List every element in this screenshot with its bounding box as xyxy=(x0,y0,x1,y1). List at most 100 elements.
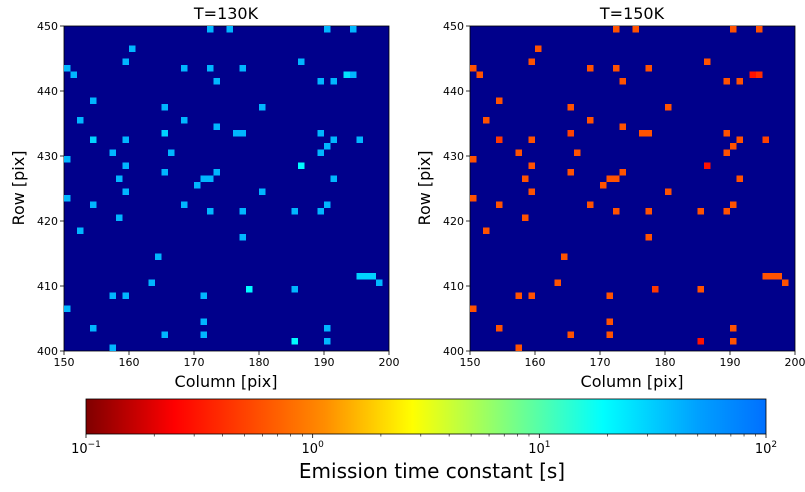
plot-area xyxy=(470,26,795,351)
heatmap-cell xyxy=(516,345,523,352)
heatmap-cell xyxy=(90,98,97,105)
heatmap-cell xyxy=(207,65,214,72)
heatmap-cell xyxy=(370,273,377,280)
heatmap-cell xyxy=(470,65,477,72)
heatmap-cell xyxy=(259,189,266,196)
heatmap-cell xyxy=(535,46,542,53)
heatmap-cell xyxy=(763,137,770,144)
heatmap-cell xyxy=(240,234,247,241)
heatmap-cell xyxy=(698,286,705,293)
heatmap-cell xyxy=(646,234,653,241)
heatmap-cell xyxy=(214,169,221,176)
x-tick-label: 170 xyxy=(184,356,205,369)
heatmap-cell xyxy=(162,169,169,176)
x-tick-label: 170 xyxy=(590,356,611,369)
heatmap-cell xyxy=(110,293,117,300)
heatmap-cell xyxy=(646,130,653,137)
heatmap-cell xyxy=(162,104,169,111)
heatmap-cell xyxy=(613,26,620,33)
x-axis-label: Column [pix] xyxy=(581,372,684,391)
heatmap-cell xyxy=(620,169,627,176)
heatmap-cell xyxy=(607,293,614,300)
heatmap-cell xyxy=(620,124,627,131)
heatmap-cell xyxy=(207,208,214,215)
heatmap-cell xyxy=(64,65,71,72)
heatmap-cell xyxy=(613,65,620,72)
heatmap-cell xyxy=(292,286,299,293)
heatmap-cell xyxy=(477,72,484,79)
heatmap-cell xyxy=(724,150,731,157)
heatmap-cell xyxy=(292,338,299,345)
heatmap-cell xyxy=(201,332,208,339)
heatmap-cell xyxy=(318,150,325,157)
heatmap-cell xyxy=(522,176,529,183)
y-tick-label: 450 xyxy=(443,20,464,33)
heatmap-cell xyxy=(607,332,614,339)
heatmap-cell xyxy=(730,143,737,150)
heatmap-cell xyxy=(324,338,331,345)
heatmap-cell xyxy=(201,293,208,300)
heatmap-cell xyxy=(123,137,130,144)
y-tick-label: 400 xyxy=(443,345,464,358)
heatmap-cell xyxy=(331,78,338,85)
heatmap-cell xyxy=(162,332,169,339)
heatmap-cell xyxy=(529,163,536,170)
heatmap-cell xyxy=(194,182,201,189)
heatmap-cell xyxy=(587,65,594,72)
heatmap-cell xyxy=(620,78,627,85)
heatmap-cell xyxy=(357,273,364,280)
heatmap-cell xyxy=(470,195,477,202)
heatmap-cell xyxy=(318,78,325,85)
heatmap-cell xyxy=(555,280,562,287)
heatmap-cell xyxy=(574,150,581,157)
x-tick-label: 200 xyxy=(379,356,400,369)
heatmap-cell xyxy=(516,293,523,300)
y-tick-label: 420 xyxy=(37,215,58,228)
y-tick-label: 440 xyxy=(37,85,58,98)
heatmap-cell xyxy=(568,169,575,176)
heatmap-cell xyxy=(496,137,503,144)
heatmap-cell xyxy=(737,78,744,85)
heatmap-cell xyxy=(698,338,705,345)
panel-title: T=130K xyxy=(193,4,259,23)
heatmap-cell xyxy=(324,26,331,33)
heatmap-cell xyxy=(240,130,247,137)
heatmap-cell xyxy=(155,254,162,261)
colorbar-gradient xyxy=(86,399,766,434)
heatmap-cell xyxy=(496,325,503,332)
x-tick-label: 200 xyxy=(785,356,805,369)
heatmap-cell xyxy=(613,176,620,183)
heatmap-cell xyxy=(724,78,731,85)
heatmap-cell xyxy=(181,65,188,72)
heatmap-cell xyxy=(776,273,783,280)
heatmap-cell xyxy=(568,332,575,339)
heatmap-cell xyxy=(110,150,117,157)
heatmap-cell xyxy=(516,150,523,157)
x-tick-label: 160 xyxy=(119,356,140,369)
heatmap-cell xyxy=(123,293,130,300)
panel-title: T=150K xyxy=(599,4,665,23)
heatmap-cell xyxy=(483,228,490,235)
heatmap-cell xyxy=(665,189,672,196)
plot-area xyxy=(64,26,389,351)
heatmap-cell xyxy=(227,26,234,33)
y-tick-label: 420 xyxy=(443,215,464,228)
heatmap-cell xyxy=(587,202,594,209)
heatmap-cell xyxy=(110,345,117,352)
heatmap-cell xyxy=(240,208,247,215)
colorbar-tick-label: 101 xyxy=(528,440,550,457)
heatmap-cell xyxy=(652,286,659,293)
heatmap-cell xyxy=(529,137,536,144)
heatmap-cell xyxy=(704,163,711,170)
heatmap-cell xyxy=(529,293,536,300)
heatmap-cell xyxy=(587,117,594,124)
y-tick-label: 430 xyxy=(37,150,58,163)
x-tick-label: 160 xyxy=(525,356,546,369)
heatmap-cell xyxy=(607,319,614,326)
heatmap-cell xyxy=(470,306,477,313)
heatmap-cell xyxy=(483,117,490,124)
